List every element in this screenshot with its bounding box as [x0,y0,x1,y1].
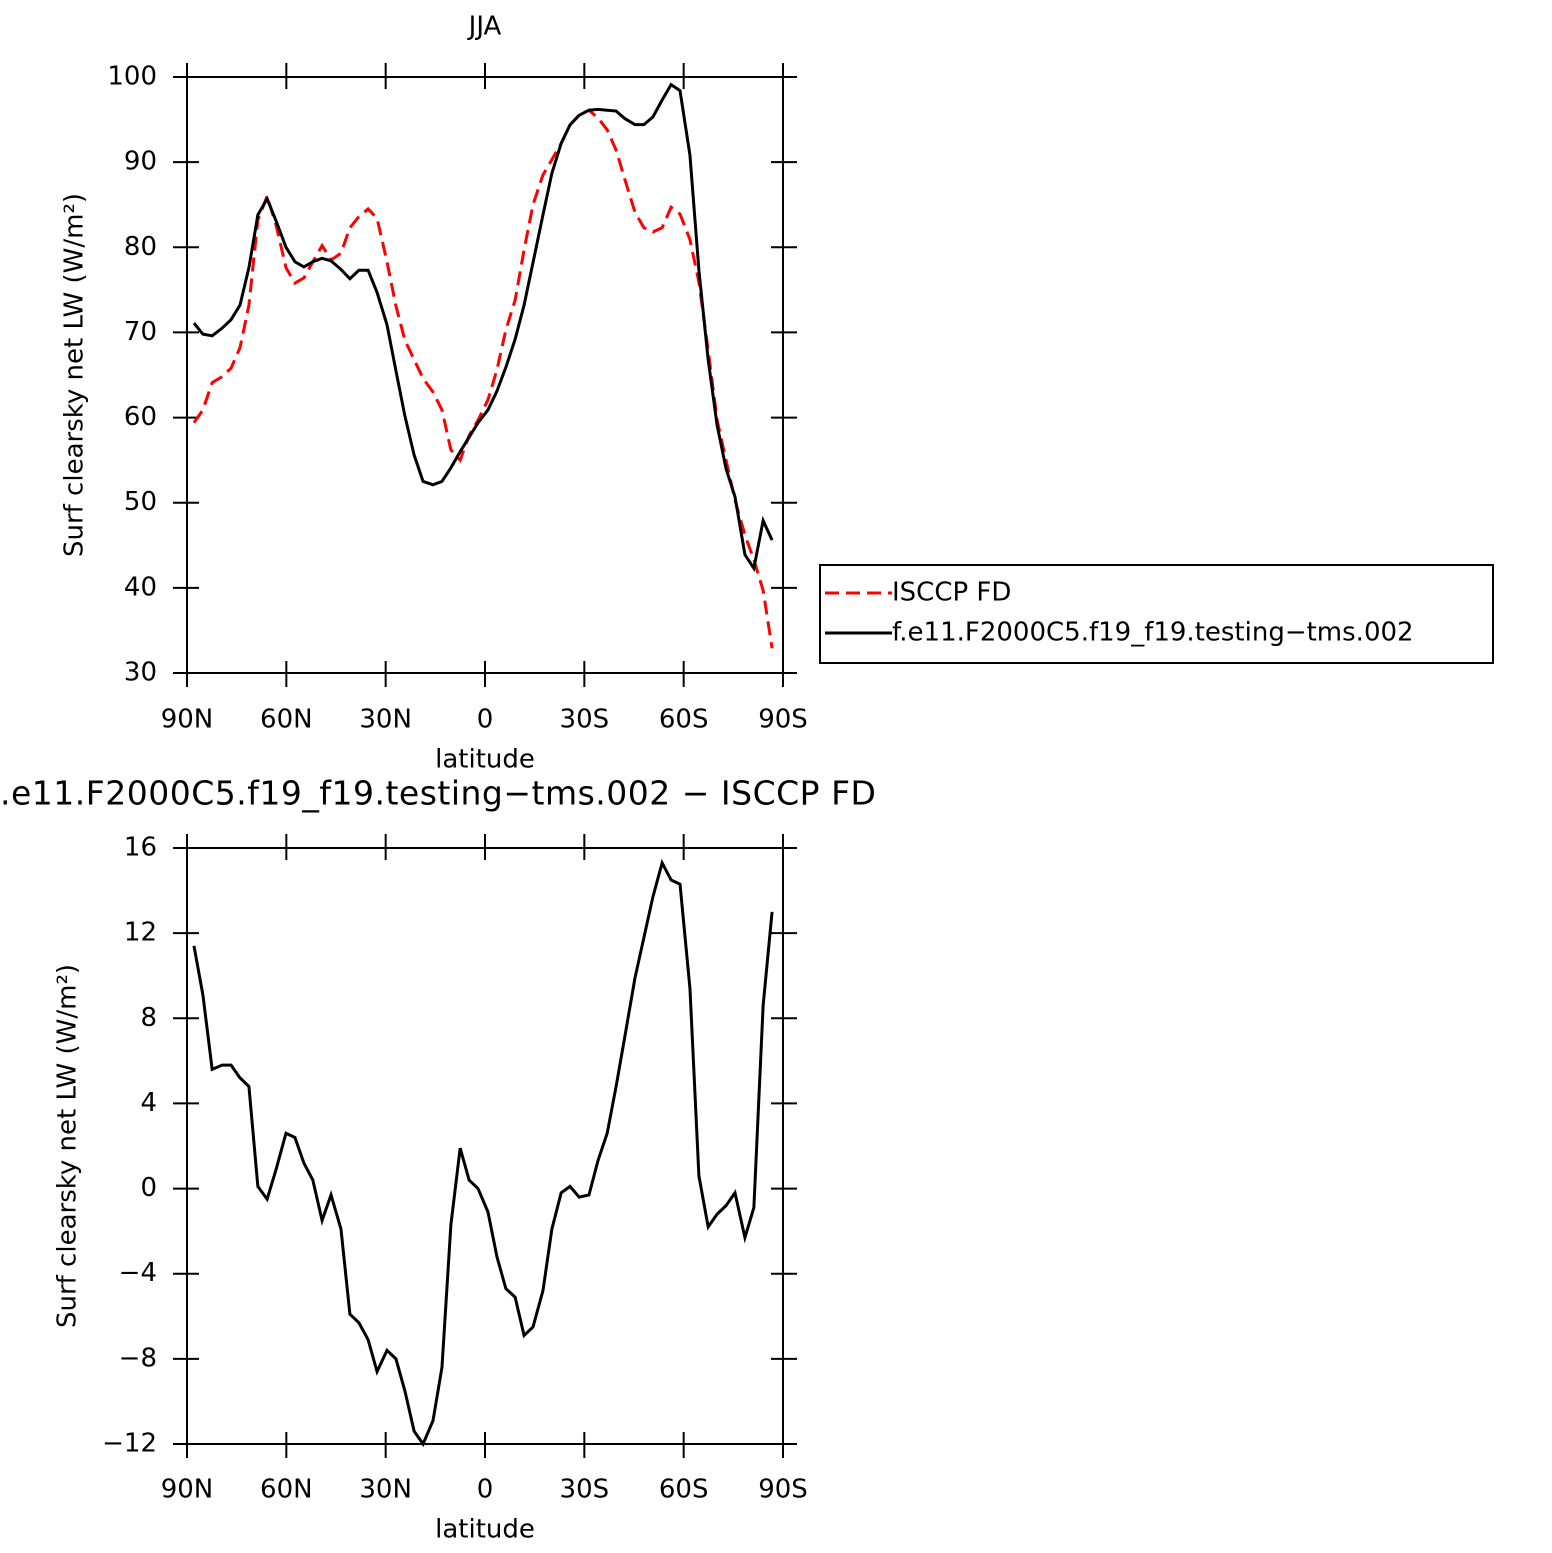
x-tick-label: 90N [161,705,214,735]
chart-title: JJA [467,12,502,42]
y-tick-label: 8 [140,1003,157,1033]
y-tick-label: 50 [124,487,157,517]
x-tick-label: 30N [359,705,412,735]
legend-label: f.e11.F2000C5.f19_f19.testing−tms.002 [892,618,1414,648]
y-tick-label: 70 [124,317,157,347]
x-axis-label: latitude [435,745,535,775]
x-tick-label: 90S [758,705,808,735]
y-tick-label: 12 [124,918,157,948]
y-axis-label: Surf clearsky net LW (W/m²) [60,193,90,557]
data-line [192,108,774,649]
x-tick-label: 60S [659,705,709,735]
data-line [192,82,774,573]
y-tick-label: 4 [140,1088,157,1118]
y-tick-label: 60 [124,402,157,432]
y-axis-label: Surf clearsky net LW (W/m²) [53,964,83,1328]
x-tick-label: 30S [560,1475,610,1505]
y-tick-label: 16 [124,833,157,863]
x-tick-label: 0 [477,705,494,735]
plot-frame [186,76,784,674]
y-tick-label: 90 [124,147,157,177]
x-tick-label: 30S [560,705,610,735]
legend-label: ISCCP FD [892,578,1011,608]
plot-frame [186,847,784,1445]
y-tick-label: 80 [124,232,157,262]
x-tick-label: 30N [359,1475,412,1505]
x-tick-label: 60N [260,705,313,735]
y-tick-label: −4 [119,1258,157,1288]
x-tick-label: 90S [758,1475,808,1505]
chart-title: .e11.F2000C5.f19_f19.testing−tms.002 − I… [0,774,876,813]
x-tick-label: 0 [477,1475,494,1505]
data-line [192,858,774,1448]
y-tick-label: 40 [124,572,157,602]
y-tick-label: 100 [107,62,157,92]
y-tick-label: 30 [124,658,157,688]
y-tick-label: −8 [119,1343,157,1373]
x-tick-label: 60N [260,1475,313,1505]
y-tick-label: 0 [140,1173,157,1203]
legend-box [819,564,1494,664]
y-tick-label: −12 [102,1429,157,1459]
x-axis-label: latitude [435,1515,535,1545]
x-tick-label: 60S [659,1475,709,1505]
x-tick-label: 90N [161,1475,214,1505]
